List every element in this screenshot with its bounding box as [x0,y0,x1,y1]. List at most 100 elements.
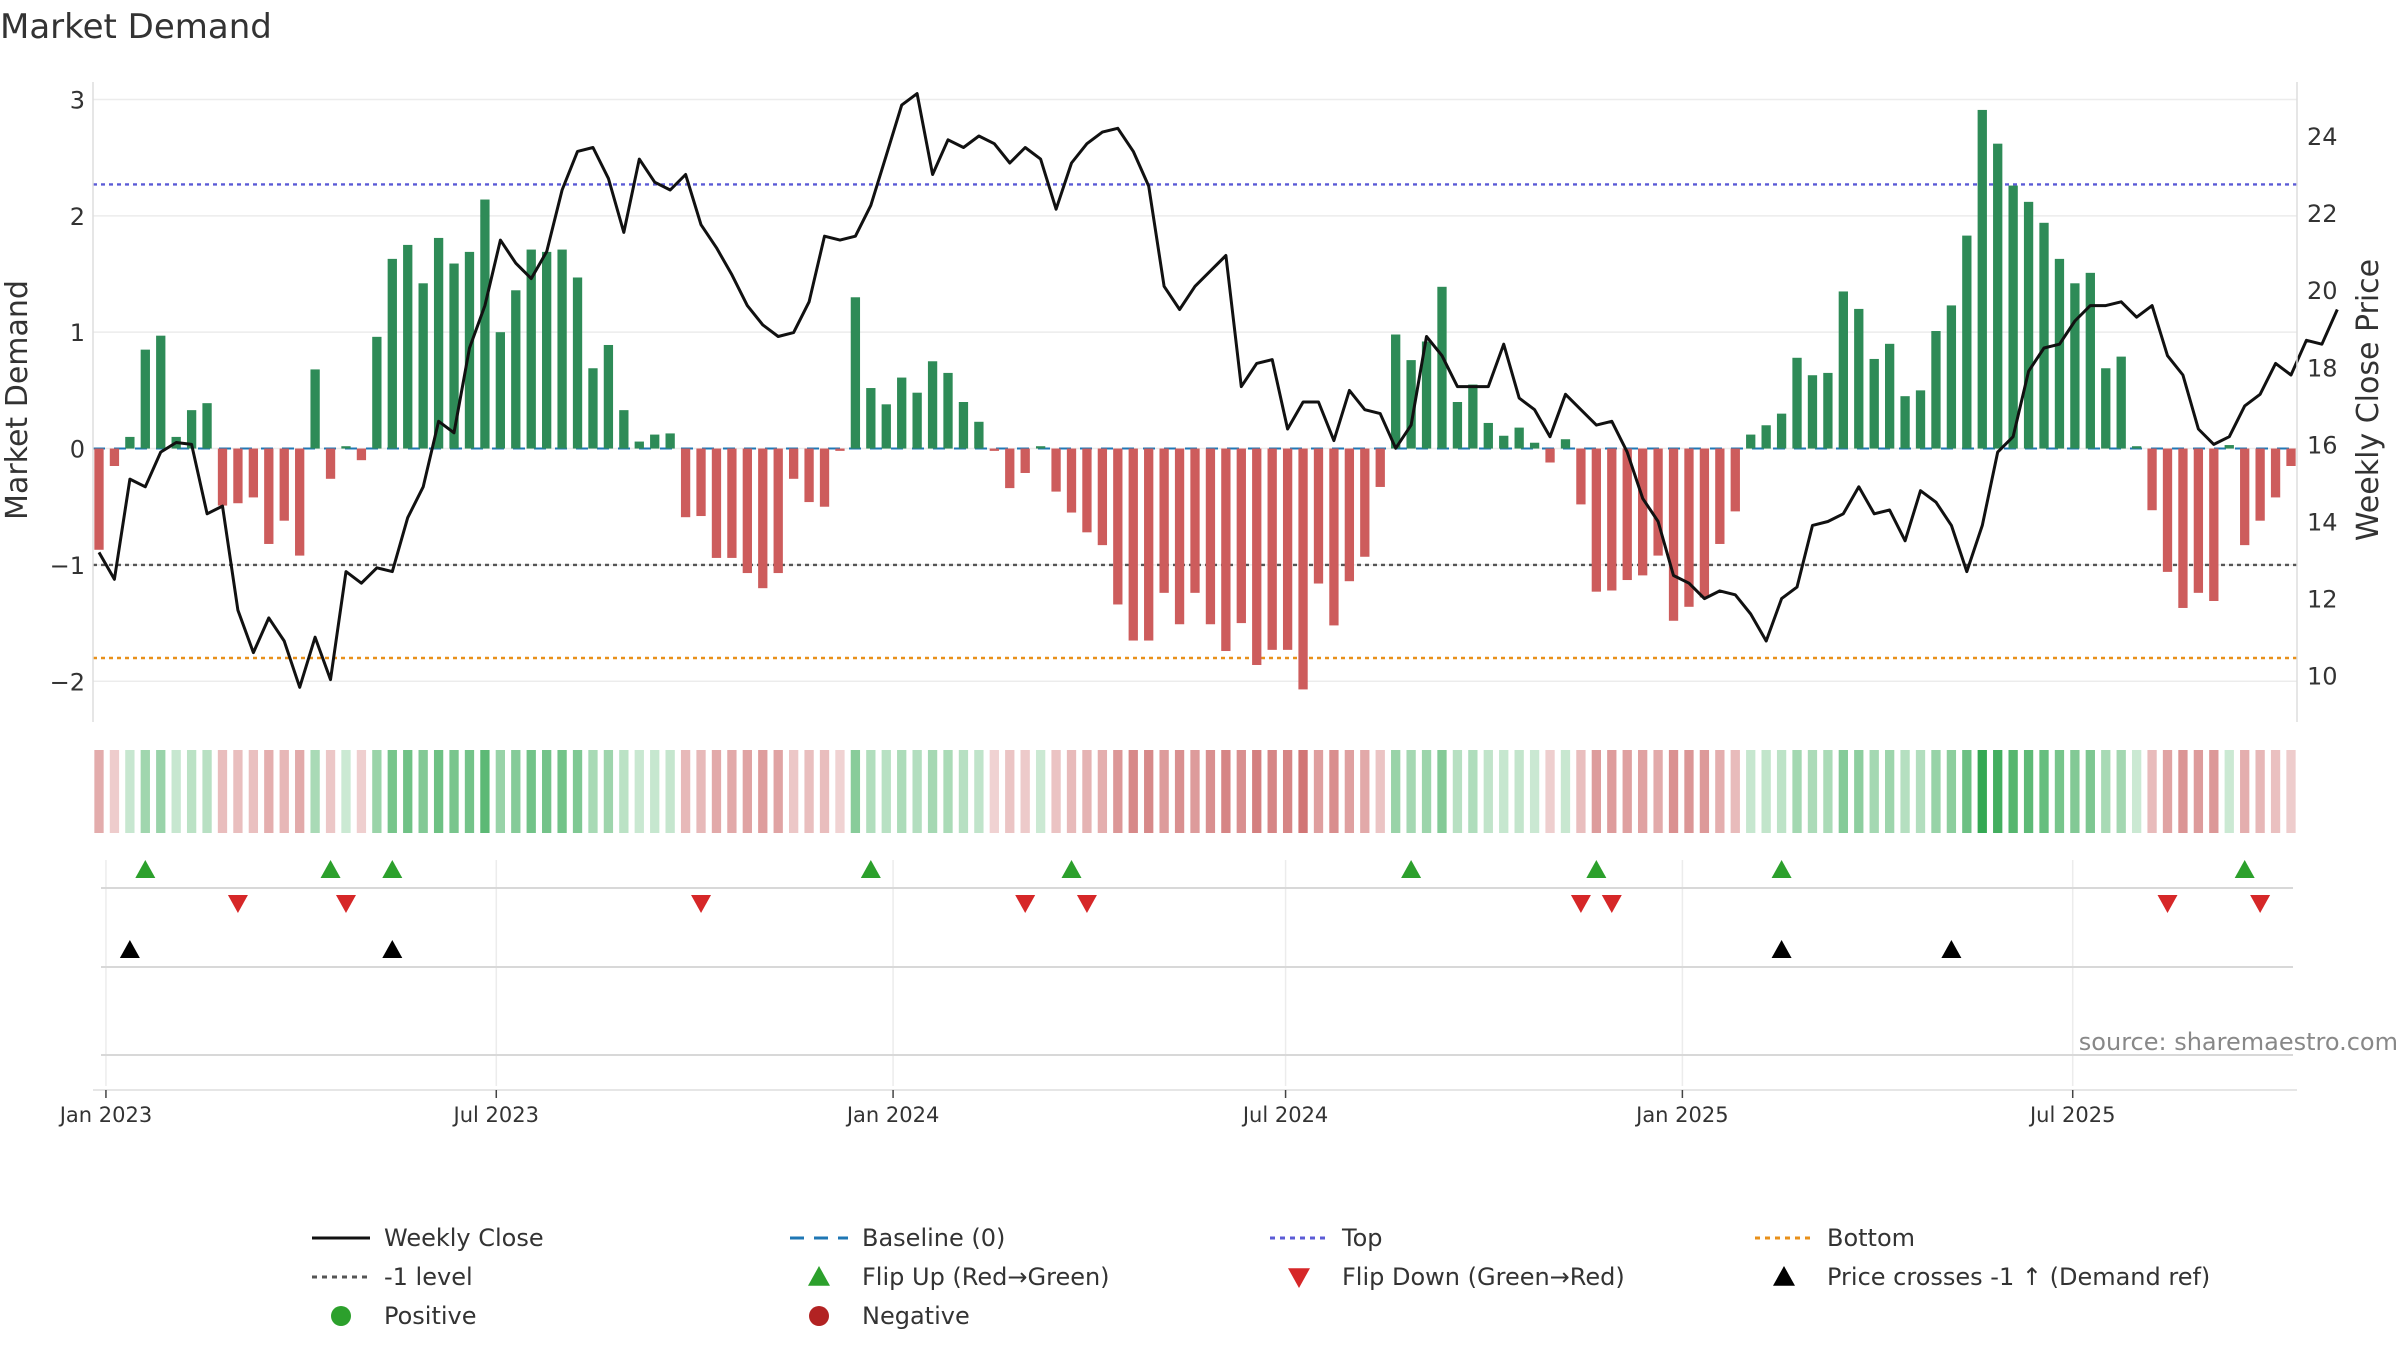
heat-cell [1931,750,1941,833]
heat-cell [1360,750,1370,833]
demand-bar [572,277,583,449]
demand-bar [1730,448,1740,512]
demand-bar [1823,372,1833,449]
heat-cell [1946,750,1957,833]
demand-bar [264,448,274,544]
legend: Weekly Close Baseline (0) Top Bottom -1 leve… [312,1224,2210,1330]
demand-bar [2178,448,2188,608]
demand-bar [866,388,876,449]
demand-bar [1483,422,1493,449]
heat-cell [1205,750,1216,833]
heat-cell [325,750,336,833]
heat-cell [912,750,922,833]
heat-cell [1483,750,1493,833]
demand-bar [2116,356,2126,449]
demand-bar [1329,448,1339,626]
demand-bar [1051,448,1061,492]
demand-bar [2023,201,2034,449]
heat-cell [2054,750,2065,833]
heat-cell [125,750,135,833]
demand-bar [1576,448,1586,505]
demand-bar [588,368,598,449]
price-cross-marker [1941,940,1962,958]
heat-cell [233,750,243,833]
heat-cell [1144,750,1154,833]
heat-cell [2039,750,2049,833]
y-tick-left: 1 [70,319,85,347]
heat-cell [1638,750,1648,833]
heat-cell [526,750,536,833]
demand-bar [1313,448,1324,584]
demand-bar [433,237,444,449]
heat-cell [264,750,274,833]
demand-bar [2286,448,2296,466]
demand-bar [1684,448,1694,607]
flip-down-marker [335,895,356,913]
flip-up-marker [1401,860,1422,878]
heat-cell [542,750,552,833]
heat-cell [2224,750,2234,833]
demand-bar [2162,448,2173,572]
heat-cell [989,750,999,833]
heat-cell [186,750,197,833]
demand-bar [696,448,706,517]
demand-bar [202,403,212,449]
demand-bar [2193,448,2204,593]
heat-cell [2147,750,2157,833]
demand-bar [495,332,506,449]
y-tick-left: 2 [70,203,85,231]
demand-bar [1128,448,1138,641]
flip-down-marker [1601,895,1622,913]
heat-cell [2131,750,2142,833]
heat-cell [927,750,938,833]
heat-cell [1807,750,1818,833]
legend-swatch [1288,1268,1310,1288]
heat-cell [2070,750,2080,833]
y-axis-label-right: Weekly Close Price [2351,259,2386,541]
heat-cell [1977,750,1987,833]
heat-cell [958,750,969,833]
demand-bar [125,436,135,449]
demand-bar [758,448,768,589]
flip-up-marker [1061,860,1082,878]
heat-cell [1082,750,1092,833]
heat-cell [2116,750,2126,833]
heat-cell [1190,750,1200,833]
heat-cell [572,750,583,833]
demand-bar [1437,286,1447,449]
source-note: source: sharemaestro.com [2079,1028,2398,1056]
demand-bar [881,404,891,449]
demand-bar [804,448,814,503]
heat-cell [202,750,212,833]
demand-bar [835,448,845,451]
heat-cell [588,750,598,833]
heat-cell [279,750,289,833]
demand-bar [557,249,567,449]
demand-bar [680,448,691,518]
signal-markers [101,860,2293,1056]
demand-bar [1776,413,1787,449]
demand-bar [1066,448,1077,513]
heat-cell [1437,750,1447,833]
x-tick-label: Jan 2024 [845,1103,940,1127]
legend-label: Negative [862,1302,970,1330]
heat-cell [835,750,845,833]
legend-swatch [331,1306,351,1326]
heat-cell [1915,750,1926,833]
demand-bar [1452,402,1463,449]
flip-down-marker [2250,895,2271,913]
heat-cell [94,750,104,833]
legend-item: Bottom [1755,1224,1915,1252]
demand-bar [1884,343,1895,449]
y-tick-left: 0 [70,436,85,464]
demand-bar [650,434,660,449]
heat-cell [634,750,644,833]
y-axis-label-left: Market Demand [0,280,35,520]
heat-cell [1529,750,1540,833]
heat-cell [665,750,675,833]
demand-bar [727,448,737,558]
heat-cell [109,750,120,833]
heat-cell [619,750,629,833]
heat-cell [2240,750,2250,833]
